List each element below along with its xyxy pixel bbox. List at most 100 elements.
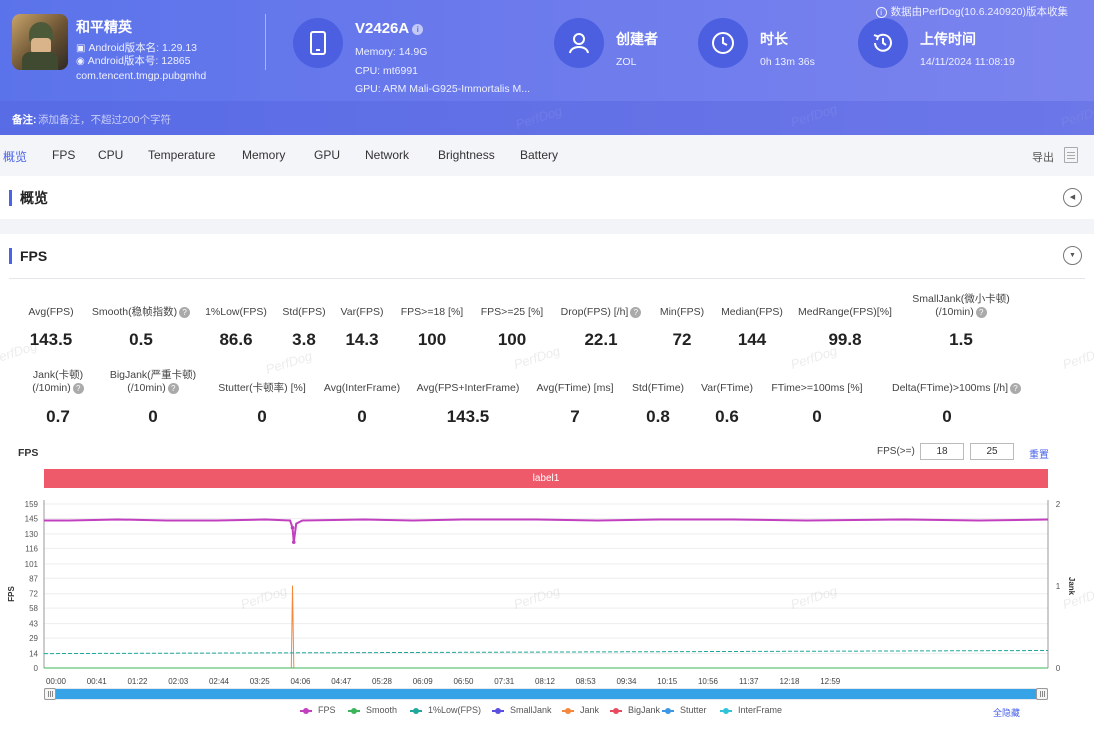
help-icon[interactable]: ? [630,306,642,318]
legend-label: Stutter [680,705,707,715]
hide-all-button[interactable]: 全隐藏 [993,708,1021,718]
tab-memory[interactable]: Memory [242,148,286,162]
stat-value: 100 [417,330,447,349]
upload-value: 14/11/2024 11:08:19 [920,56,1015,68]
x-tick-label: 01:22 [127,677,148,686]
y-axis-label: FPS [7,586,16,602]
stat-item: Avg(FTime) [ms] 7 [520,382,630,426]
stat-item: SmallJank(微小卡顿) (/10min)? 1.5 [906,293,1016,349]
x-tick-label: 04:47 [331,677,352,686]
tab-gpu[interactable]: GPU [314,148,341,162]
duration-title: 时长 [760,31,788,47]
legend-item[interactable]: SmallJank [492,705,552,715]
legend-swatch [662,707,674,714]
scroll-range[interactable] [54,689,1038,699]
info-icon: i [875,7,887,18]
stat-label-unit: (/10min)? [3,382,113,395]
legend-item[interactable]: Smooth [348,705,397,715]
device-memory: Memory: 14.9G [355,46,428,58]
legend-item[interactable]: Stutter [662,705,707,715]
legend-item[interactable]: BigJank [610,705,660,715]
duration-value: 0h 13m 36s [760,56,815,68]
legend-label: BigJank [628,705,661,715]
help-icon[interactable]: ? [1010,382,1022,394]
y-tick-label: 145 [25,514,39,523]
collapse-down-icon[interactable]: ▼ [1063,246,1082,265]
x-tick-label: 11:37 [739,677,759,686]
export-icon[interactable] [1064,147,1078,163]
device-cpu: CPU: mt6991 [355,65,419,77]
threshold-input-1[interactable] [920,443,964,460]
series-jank [44,585,1048,669]
overview-panel: 概览 ◀ [0,176,1094,219]
remark-input[interactable]: 添加备注，不超过200个字符 [38,114,172,126]
stat-value: 14.3 [345,330,379,349]
stat-value: 1.5 [949,330,973,349]
legend-item[interactable]: FPS [300,705,336,715]
remark-label: 备注: [12,114,37,126]
time-range-scrollbar[interactable] [44,688,1048,700]
help-icon[interactable]: ? [167,382,179,394]
x-tick-label: 07:31 [494,677,515,686]
y-tick-label: 159 [25,500,39,509]
y2-tick-label: 1 [1056,582,1061,591]
stat-label: Stutter(卡顿率) [%] [218,382,306,394]
creator-title: 创建者 [616,31,658,47]
stat-value: 0.6 [715,407,739,426]
stat-value: 0 [357,407,367,426]
legend-item[interactable]: InterFrame [720,705,782,715]
stat-value: 100 [497,330,527,349]
y-tick-label: 0 [34,664,39,673]
tab-temperature[interactable]: Temperature [148,148,216,162]
help-icon[interactable]: ? [72,382,84,394]
app-version-name: ▣ Android版本名: 1.29.13 [76,42,198,54]
tab-overview[interactable]: 概览 [3,150,28,164]
stat-label-unit: (/10min)? [906,306,1016,319]
fps-point [291,540,296,544]
stat-item: Smooth(稳帧指数)? 0.5 [86,306,196,349]
collapse-left-icon[interactable]: ◀ [1063,188,1082,207]
tab-network[interactable]: Network [365,148,410,162]
stat-value: 0 [812,407,822,426]
y-tick-label: 29 [29,634,38,643]
help-icon[interactable]: ? [975,306,987,318]
legend-item[interactable]: 1%Low(FPS) [410,705,481,715]
legend-item[interactable]: Jank [562,705,599,715]
x-tick-label: 02:44 [209,677,230,686]
threshold-input-2[interactable] [970,443,1014,460]
app-package: com.tencent.tmgp.pubgmhd [76,70,207,82]
x-tick-label: 12:18 [779,677,800,686]
x-tick-label: 12:59 [820,677,841,686]
stat-label: 1%Low(FPS) [205,306,267,318]
tab-fps[interactable]: FPS [52,148,76,162]
stat-value: 99.8 [828,330,862,349]
x-tick-label: 00:00 [46,677,67,686]
scroll-handle-left[interactable] [44,688,56,700]
x-tick-label: 03:25 [250,677,271,686]
label-band[interactable]: label1 [44,469,1048,488]
stat-item: Drop(FPS) [/h]? 22.1 [546,306,656,349]
tab-brightness[interactable]: Brightness [438,148,495,162]
y2-tick-label: 0 [1056,664,1061,673]
stat-value: 143.5 [29,330,73,349]
info-icon[interactable]: i [412,23,424,35]
upload-title: 上传时间 [920,31,976,47]
x-tick-label: 00:41 [87,677,108,686]
tab-battery[interactable]: Battery [520,148,559,162]
export-button[interactable]: 导出 [1032,152,1054,164]
scroll-handle-right[interactable] [1036,688,1048,700]
y-tick-label: 72 [29,590,38,599]
stat-value: 143.5 [446,407,490,426]
tab-bar: 概览 FPS CPU Temperature Memory GPU Networ… [0,135,1094,175]
stat-item: Avg(FPS) 143.5 [0,306,106,349]
legend-swatch [410,707,422,714]
stat-value: 72 [672,330,692,349]
reset-button[interactable]: 重置 [1029,450,1049,461]
fps-chart[interactable]: 0 14 29 43 58 72 87 101 116 130 145 159 0 1 2 FPS Jank 00… [0,490,1094,690]
tab-cpu[interactable]: CPU [98,148,124,162]
help-icon[interactable]: ? [179,306,191,318]
remark-bar: 备注: 添加备注，不超过200个字符 [0,101,1094,135]
stat-item: Median(FPS) 144 [697,306,807,349]
stat-item: Jank(卡顿) (/10min)? 0.7 [3,369,113,426]
stat-item: Var(FTime) 0.6 [672,382,782,426]
